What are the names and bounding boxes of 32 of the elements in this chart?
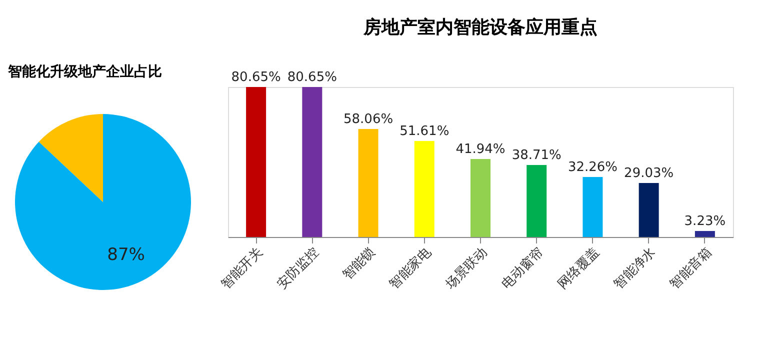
data-label: 87% <box>107 245 145 266</box>
x-tick-label: 安防监控 <box>274 244 322 292</box>
bar <box>526 165 547 237</box>
x-tick-label: 智能家电 <box>386 244 434 292</box>
bar <box>470 158 490 237</box>
pie-slice <box>15 114 191 290</box>
chart-title: 智能化升级地产企业占比 <box>7 63 162 80</box>
pie-slice <box>38 114 103 202</box>
x-tick-label: 智能锁 <box>340 244 378 283</box>
x-tick-label: 网络覆盖 <box>554 244 603 292</box>
data-label: 38.71% <box>512 148 562 164</box>
x-tick-label: 智能音箱 <box>667 244 715 292</box>
bar <box>302 87 322 237</box>
data-label: 3.23% <box>684 214 726 229</box>
chart-title: 房地产室内智能设备应用重点 <box>362 17 598 38</box>
bar <box>582 177 603 237</box>
x-tick-label: 场景联动 <box>442 244 490 293</box>
bar <box>358 129 378 237</box>
x-tick-label: 电动窗帘 <box>498 244 547 292</box>
data-label: 80.65% <box>231 70 281 85</box>
bar <box>246 87 266 237</box>
x-tick-label: 智能开关 <box>218 244 266 292</box>
data-label: 29.03% <box>624 166 674 182</box>
data-label: 80.65% <box>287 70 337 85</box>
bar <box>414 141 434 237</box>
data-label: 58.06% <box>343 112 394 128</box>
x-tick-label: 智能净水 <box>611 244 659 292</box>
data-label: 32.26% <box>568 160 618 175</box>
data-label: 41.94% <box>456 142 506 157</box>
bar <box>638 183 659 237</box>
data-label: 51.61% <box>400 124 450 140</box>
bar <box>694 230 715 237</box>
